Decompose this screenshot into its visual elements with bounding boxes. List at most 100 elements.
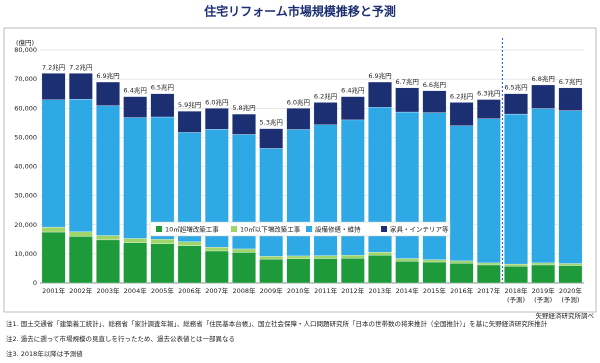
bar-segment <box>340 255 365 259</box>
bar-segment <box>340 258 365 284</box>
total-label: 5.8兆円 <box>232 103 255 112</box>
source: 矢野経済研究所調べ <box>536 311 595 320</box>
x-tick-label: 2016年 <box>450 287 474 295</box>
note: 注3. 2018年以降は予測値 <box>6 350 83 358</box>
bar-segment <box>340 96 365 121</box>
x-tick-label: 2003年 <box>96 287 120 295</box>
bar-segment <box>286 129 311 257</box>
bar-segment <box>449 102 474 126</box>
bar-segment <box>476 264 501 284</box>
x-tick-label: 2006年 <box>178 287 202 295</box>
bar-segment <box>531 84 556 109</box>
bar-segment <box>504 93 528 115</box>
bar-segment <box>286 255 311 259</box>
bar-segment <box>259 128 284 149</box>
bar-segment <box>286 108 311 130</box>
bar-segment <box>96 239 120 284</box>
legend-swatch <box>156 226 162 232</box>
legend-label: 家具・インテリア等 <box>390 225 449 234</box>
bar-segment <box>177 245 202 284</box>
bar-segment <box>68 231 93 237</box>
bar-segment <box>313 258 338 284</box>
x-tick-label: 2020年 (予測) <box>558 287 582 304</box>
bar-segment <box>504 263 528 267</box>
bar-segment <box>41 226 66 233</box>
total-label: 5.9兆円 <box>178 100 201 109</box>
bar-segment <box>286 258 311 284</box>
total-label: 6.3兆円 <box>477 89 500 98</box>
bar-segment <box>177 111 202 133</box>
bar-segment <box>476 99 501 119</box>
total-label: 7.2兆円 <box>69 62 92 71</box>
bar-segment <box>531 264 556 284</box>
bar-segment <box>150 243 175 284</box>
bar-segment <box>395 261 420 284</box>
bar-segment <box>531 262 556 266</box>
y-tick-label: 30,000 <box>14 192 37 200</box>
x-tick-label: 2008年 <box>232 287 256 295</box>
bar-segment <box>476 118 501 264</box>
legend-box <box>149 221 451 237</box>
note: 注2. 過去に遡って市場規模の見直しを行ったため、過去公表値とは一部異なる <box>6 335 235 343</box>
bar-segment <box>449 125 474 262</box>
bar-segment <box>232 248 256 253</box>
total-label: 6.0兆円 <box>205 97 228 106</box>
bar-segment <box>259 148 284 257</box>
total-label: 6.2兆円 <box>450 91 473 100</box>
bar-segment <box>476 262 501 266</box>
bar-segment <box>41 73 66 100</box>
x-tick-label: 2014年 <box>395 287 419 295</box>
y-tick-label: 10,000 <box>14 250 37 258</box>
x-tick-label: 2009年 <box>259 287 283 295</box>
bar-segment <box>368 251 392 256</box>
total-label: 6.0兆円 <box>287 97 310 106</box>
bar-segment <box>150 239 175 244</box>
y-tick-label: 80,000 <box>14 46 37 54</box>
legend-swatch <box>306 226 312 232</box>
bar-segment <box>41 99 66 228</box>
y-tick-label: 20,000 <box>14 221 37 229</box>
total-label: 6.6兆円 <box>423 80 446 89</box>
y-tick-label: 0 <box>33 279 37 287</box>
total-label: 5.3兆円 <box>260 118 283 127</box>
bar-segment <box>123 242 148 284</box>
x-tick-label: 2019年 (予測) <box>531 287 555 304</box>
bar-segment <box>368 255 392 284</box>
bar-segment <box>259 256 284 260</box>
bar-segment <box>422 90 447 113</box>
total-label: 7.2兆円 <box>42 62 65 71</box>
x-tick-label: 2011年 <box>314 287 338 295</box>
bar-segment <box>150 116 175 240</box>
y-tick-label: 60,000 <box>14 104 37 112</box>
y-tick-label: 70,000 <box>14 75 37 83</box>
legend-label: 設備修繕・維持 <box>315 225 361 234</box>
bar-segment <box>531 108 556 264</box>
bar-segment <box>96 105 120 236</box>
x-tick-label: 2004年 <box>123 287 147 295</box>
y-tick-label: 50,000 <box>14 133 37 141</box>
bar-segment <box>123 117 148 239</box>
bar-segment <box>422 259 447 263</box>
x-tick-label: 2001年 <box>42 287 66 295</box>
legend-label: 10㎡以下増改築工事 <box>240 225 301 234</box>
total-label: 6.4兆円 <box>124 86 147 95</box>
bar-segment <box>558 87 583 111</box>
bar-segment <box>232 252 256 284</box>
x-tick-label: 2012年 <box>341 287 365 295</box>
bar-segment <box>150 93 175 118</box>
bar-segment <box>96 81 120 106</box>
bar-segment <box>68 73 93 100</box>
bar-segment <box>449 260 474 264</box>
total-label: 6.8兆円 <box>532 74 555 83</box>
bar-segment <box>68 99 93 232</box>
legend-swatch <box>231 226 237 232</box>
total-label: 6.7兆円 <box>396 77 419 86</box>
bar-segment <box>422 261 447 284</box>
bar-segment <box>41 231 66 284</box>
bar-segment <box>395 87 420 113</box>
total-label: 6.2兆円 <box>314 91 337 100</box>
y-axis-label: (億円) <box>16 38 34 47</box>
bar-segment <box>313 102 338 126</box>
